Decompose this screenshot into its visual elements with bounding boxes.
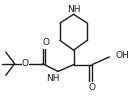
Text: O: O — [22, 59, 29, 68]
Text: NH: NH — [47, 74, 60, 83]
Text: NH: NH — [67, 5, 80, 14]
Text: O: O — [43, 38, 50, 47]
Text: OH: OH — [115, 51, 129, 60]
Text: O: O — [88, 83, 95, 92]
